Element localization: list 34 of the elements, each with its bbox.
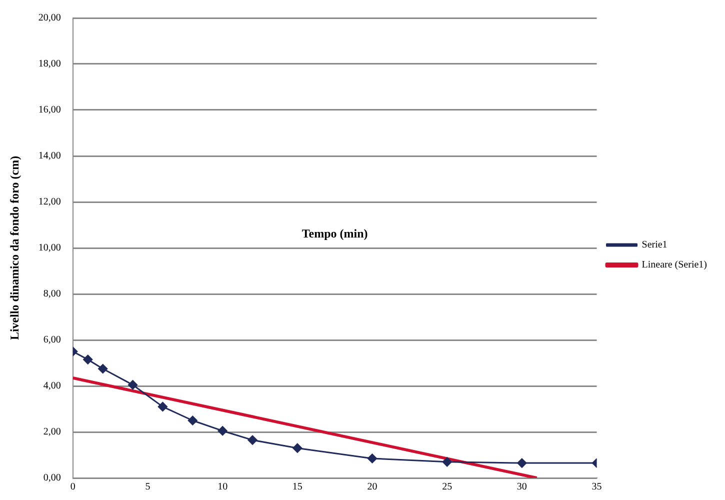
point bbox=[442, 457, 452, 467]
y-tick-label: 12,00 bbox=[38, 196, 61, 208]
x-tick-label: 30 bbox=[516, 482, 527, 493]
x-tick-label: 20 bbox=[367, 482, 378, 493]
x-tick-label: 25 bbox=[442, 482, 452, 493]
y-tick-label: 4,00 bbox=[43, 380, 61, 392]
point bbox=[292, 443, 302, 453]
legend-label: Serie1 bbox=[642, 240, 668, 251]
y-tick-label: 16,00 bbox=[38, 104, 61, 116]
point bbox=[158, 402, 168, 412]
y-tick-label: 0,00 bbox=[43, 472, 61, 484]
y-axis-title: Livello dinamico da fondo foro (cm) bbox=[7, 156, 22, 340]
point bbox=[248, 435, 258, 445]
y-tick-label: 14,00 bbox=[38, 150, 61, 162]
point bbox=[517, 458, 527, 468]
x-tick-label: 10 bbox=[218, 482, 228, 493]
x-tick-label: 15 bbox=[292, 482, 302, 493]
y-tick-label: 18,00 bbox=[38, 58, 61, 70]
y-tick-label: 6,00 bbox=[43, 334, 61, 346]
y-tick-label: 20,00 bbox=[38, 12, 61, 24]
point bbox=[218, 426, 228, 436]
y-tick-label: 2,00 bbox=[43, 426, 61, 438]
point bbox=[128, 380, 138, 390]
point bbox=[188, 416, 198, 426]
point bbox=[368, 454, 377, 464]
legend-label: Lineare (Serie1) bbox=[642, 260, 708, 271]
point bbox=[98, 364, 108, 374]
x-tick-label: 5 bbox=[145, 482, 150, 493]
x-tick-label: 35 bbox=[592, 482, 602, 493]
x-axis-title: Tempo (min) bbox=[302, 226, 368, 240]
point bbox=[83, 354, 93, 364]
x-tick-label: 0 bbox=[70, 482, 76, 493]
y-tick-label: 8,00 bbox=[43, 288, 61, 300]
y-tick-label: 10,00 bbox=[38, 242, 61, 254]
